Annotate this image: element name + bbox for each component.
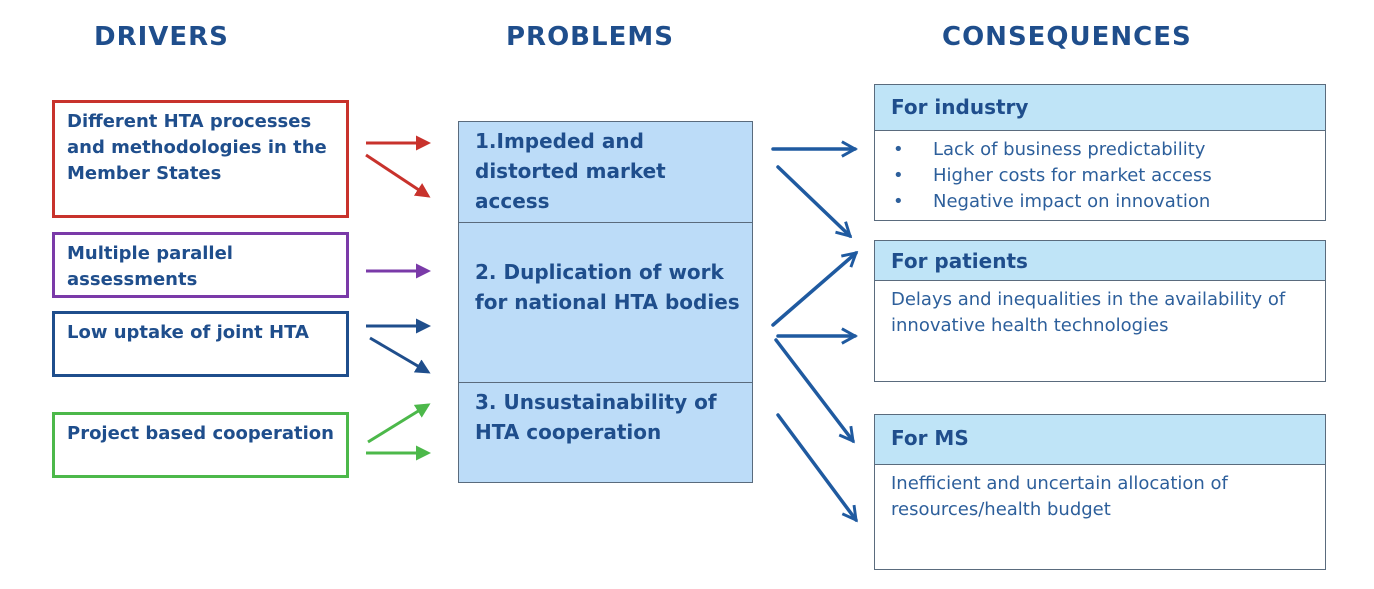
driver-box-hta-processes: Different HTA processes and methodologie… — [52, 100, 349, 218]
consequence-industry-box: For industry Lack of business predictabi… — [874, 84, 1326, 221]
arrow-navy-2 — [369, 336, 431, 374]
consequence-industry-title: For industry — [875, 85, 1325, 131]
arrow-blue-5 — [774, 338, 853, 441]
arrow-blue-3 — [771, 253, 856, 327]
arrow-blue-6 — [776, 413, 856, 520]
list-item: Higher costs for market access — [891, 163, 1309, 189]
arrow-green-1 — [367, 403, 431, 444]
arrow-red-2 — [365, 153, 431, 198]
driver-box-parallel-assessments: Multiple parallel assessments — [52, 232, 349, 298]
consequence-ms-box: For MS Inefficient and uncertain allocat… — [874, 414, 1326, 570]
problem-text: 1.Impeded and distorted market access — [475, 129, 666, 213]
problem-market-access: 1.Impeded and distorted market access — [459, 122, 752, 222]
consequence-ms-title: For MS — [875, 415, 1325, 465]
arrow-blue-2 — [776, 165, 850, 236]
driver-text: Different HTA processes and methodologie… — [67, 111, 327, 184]
consequence-patients-text: Delays and inequalities in the availabil… — [891, 289, 1286, 336]
list-item: Lack of business predictability — [891, 137, 1309, 163]
driver-box-project-based: Project based cooperation — [52, 412, 349, 478]
consequence-patients-box: For patients Delays and inequalities in … — [874, 240, 1326, 382]
problems-box: 1.Impeded and distorted market access 2.… — [458, 121, 753, 483]
problems-heading: PROBLEMS — [506, 22, 674, 52]
driver-text: Low uptake of joint HTA — [67, 322, 309, 343]
problem-unsustainability: 3. Unsustainability of HTA cooperation — [459, 382, 752, 482]
problem-text: 2. Duplication of work for national HTA … — [475, 260, 740, 314]
consequence-patients-title: For patients — [875, 241, 1325, 281]
driver-box-low-uptake: Low uptake of joint HTA — [52, 311, 349, 377]
consequence-ms-text: Inefficient and uncertain allocation of … — [891, 473, 1228, 520]
problem-text: 3. Unsustainability of HTA cooperation — [475, 390, 717, 444]
consequence-industry-list: Lack of business predictability Higher c… — [891, 137, 1309, 215]
consequences-heading: CONSEQUENCES — [942, 22, 1192, 52]
driver-text: Project based cooperation — [67, 423, 334, 444]
list-item: Negative impact on innovation — [891, 189, 1309, 215]
problem-duplication: 2. Duplication of work for national HTA … — [459, 222, 752, 382]
driver-text: Multiple parallel assessments — [67, 243, 233, 290]
drivers-heading: DRIVERS — [94, 22, 229, 52]
